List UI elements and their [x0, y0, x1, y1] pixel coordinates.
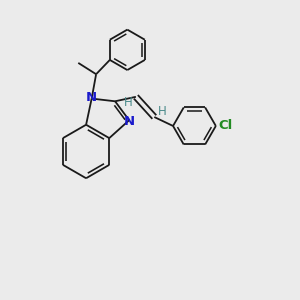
Text: Cl: Cl	[218, 119, 232, 133]
Text: N: N	[124, 115, 135, 128]
Text: H: H	[124, 96, 132, 109]
Text: H: H	[158, 105, 167, 118]
Text: N: N	[86, 91, 97, 103]
